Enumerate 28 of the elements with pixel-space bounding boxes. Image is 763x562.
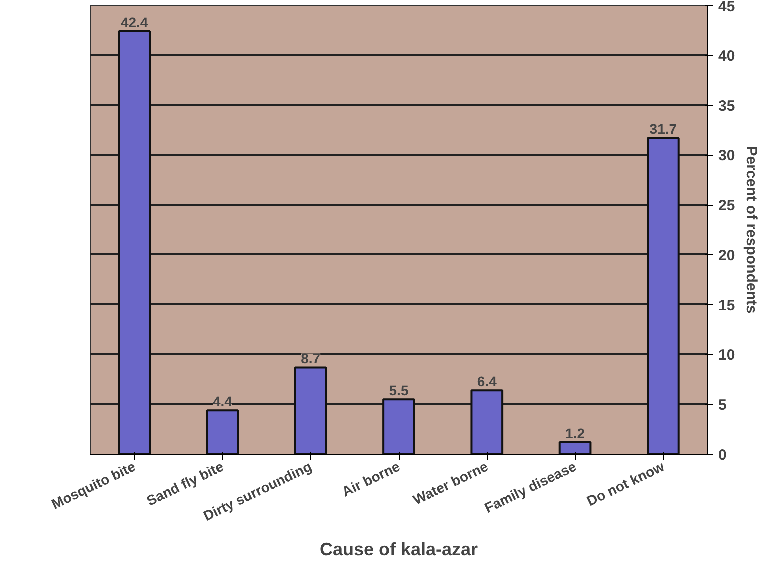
bar <box>206 410 240 454</box>
bar <box>294 366 328 454</box>
y-tick-label: 45 <box>718 0 736 16</box>
bar <box>382 398 416 454</box>
y-tick-label: 40 <box>718 48 736 65</box>
x-tick-label: Do not know <box>584 458 668 510</box>
bar <box>118 30 151 454</box>
y-tick-label: 15 <box>718 297 736 314</box>
data-label: 42.4 <box>120 14 148 30</box>
x-tick-label: Air borne <box>339 458 403 500</box>
y-tick-label: 0 <box>718 447 727 464</box>
y-tick-label: 35 <box>718 98 736 115</box>
y-tick-label: 10 <box>718 347 736 364</box>
data-label: 6.4 <box>477 374 498 390</box>
bar <box>558 442 592 454</box>
bar <box>470 390 504 454</box>
data-label: 1.2 <box>566 426 586 442</box>
data-label: 31.7 <box>650 121 678 138</box>
y-tick-label: 5 <box>718 397 727 414</box>
y-tick-label: 20 <box>718 247 736 264</box>
data-label: 8.7 <box>301 350 321 367</box>
y-tick-label: 25 <box>718 198 736 215</box>
y-axis-title: Percent of respondents <box>743 146 760 314</box>
x-axis-title: Cause of kala-azar <box>320 539 478 560</box>
bar <box>647 137 680 454</box>
data-label: 5.5 <box>389 382 409 399</box>
y-tick-label: 30 <box>718 148 736 165</box>
data-label: 4.4 <box>212 394 233 410</box>
